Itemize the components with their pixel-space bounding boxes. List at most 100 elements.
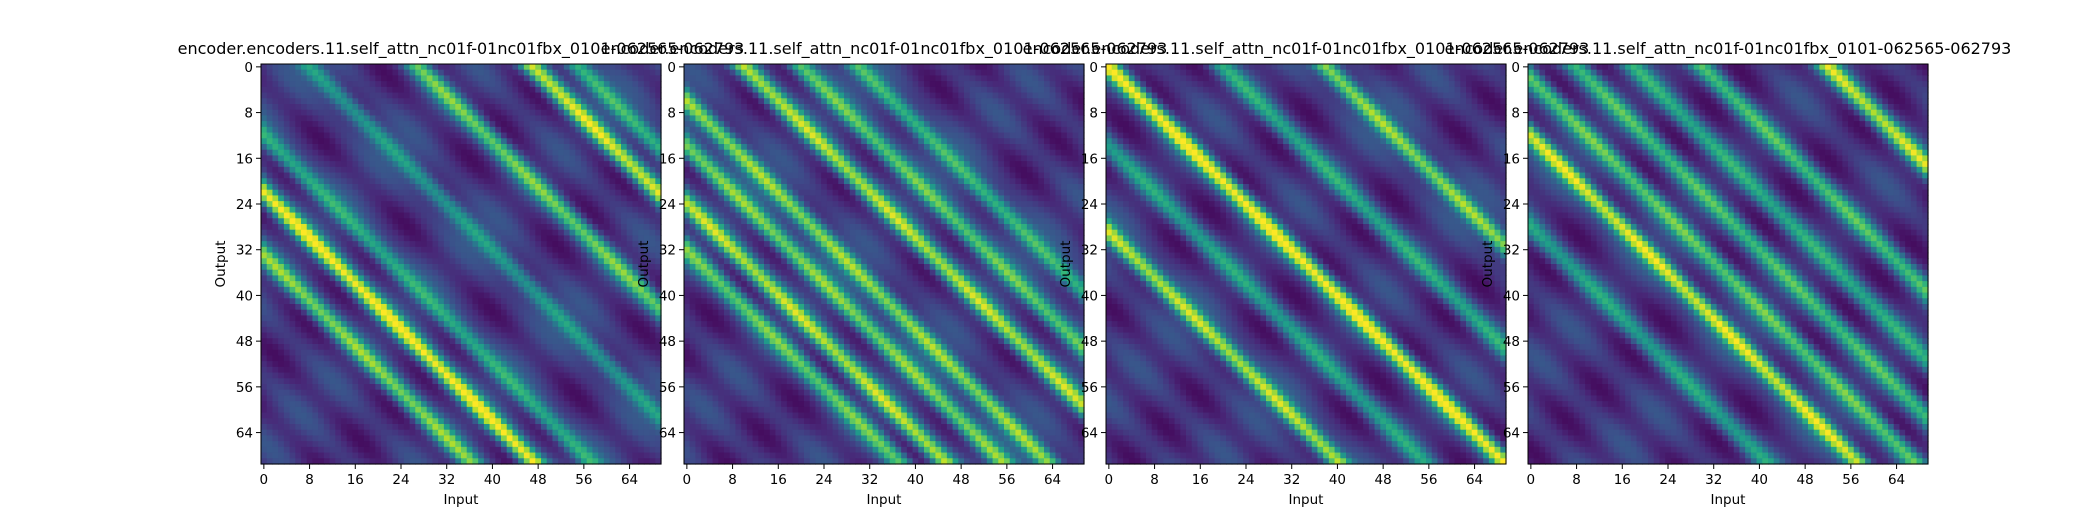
heatmap-cell [421, 378, 428, 385]
heatmap-cell [295, 206, 302, 214]
heatmap-cell [449, 395, 456, 402]
heatmap-cell [346, 458, 354, 465]
heatmap-cell [461, 286, 468, 294]
heatmap-cell [369, 75, 376, 82]
heatmap-cell [603, 212, 611, 219]
heatmap-cell [295, 86, 302, 94]
heatmap-cell [443, 172, 451, 179]
heatmap-cell [323, 189, 331, 197]
heatmap-cell [523, 441, 531, 448]
heatmap-cell [592, 98, 599, 105]
heatmap-cell [483, 458, 491, 465]
heatmap-cell [272, 304, 279, 311]
heatmap-cell [501, 144, 508, 151]
heatmap-cell [529, 412, 536, 419]
heatmap-cell [375, 338, 382, 345]
heatmap-cell [363, 458, 371, 465]
heatmap-cell [289, 264, 296, 271]
heatmap-cell [278, 224, 285, 231]
heatmap-cell [626, 104, 634, 111]
heatmap-cell [609, 86, 616, 94]
heatmap-cell [563, 235, 571, 242]
heatmap-cell [341, 338, 348, 345]
heatmap-cell [341, 269, 348, 277]
heatmap-cell [306, 115, 314, 122]
heatmap-cell [592, 109, 599, 117]
heatmap-cell [501, 361, 508, 368]
heatmap-cell [523, 252, 531, 259]
heatmap-cell [375, 401, 382, 408]
heatmap-cell [569, 406, 576, 414]
heatmap-cell [552, 406, 559, 414]
heatmap-cell [512, 206, 519, 214]
heatmap-cell [638, 395, 645, 402]
heatmap-cell [489, 126, 496, 134]
heatmap-cell [261, 138, 268, 145]
heatmap-cell [261, 69, 268, 77]
heatmap-cell [449, 92, 456, 99]
heatmap-cell [386, 264, 394, 271]
heatmap-cell [621, 389, 628, 397]
heatmap-cell [329, 81, 336, 88]
heatmap-cell [529, 138, 536, 145]
heatmap-cell [643, 166, 651, 174]
heatmap-cell [421, 144, 428, 151]
heatmap-cell [535, 252, 542, 259]
heatmap-cell [278, 144, 285, 151]
heatmap-cell [341, 304, 348, 311]
heatmap-cell [283, 424, 291, 431]
heatmap-cell [643, 258, 651, 265]
heatmap-cell [329, 229, 336, 237]
x-tick-label: 32 [438, 472, 455, 488]
heatmap-cell [261, 275, 268, 282]
heatmap-cell [632, 189, 639, 197]
heatmap-cell [449, 378, 456, 385]
heatmap-cell [289, 424, 296, 431]
heatmap-cell [541, 235, 548, 242]
heatmap-cell [346, 86, 354, 94]
heatmap-cell [358, 241, 365, 248]
heatmap-cell [643, 435, 651, 442]
heatmap-cell [392, 332, 399, 339]
heatmap-cell [352, 446, 359, 454]
heatmap-cell [289, 452, 296, 459]
heatmap-cell [381, 81, 388, 88]
heatmap-cell [523, 344, 531, 351]
heatmap-cell [586, 258, 594, 265]
heatmap-cell [632, 326, 639, 334]
heatmap-cell [363, 395, 371, 402]
heatmap-cell [483, 309, 491, 317]
heatmap-cell [449, 424, 456, 431]
heatmap-cell [541, 304, 548, 311]
heatmap-cell [535, 126, 542, 134]
heatmap-cell [341, 435, 348, 442]
heatmap-cell [575, 321, 582, 328]
heatmap-cell [289, 344, 296, 351]
heatmap-cell [432, 189, 439, 197]
heatmap-cell [592, 218, 599, 225]
heatmap-cell [426, 309, 434, 317]
heatmap-cell [301, 321, 308, 328]
heatmap-cell [569, 269, 576, 277]
heatmap-cell [541, 298, 548, 305]
heatmap-cell [409, 252, 416, 259]
heatmap-cell [329, 338, 336, 345]
heatmap-cell [615, 246, 622, 254]
heatmap-cell [529, 75, 536, 82]
heatmap-cell [266, 75, 274, 82]
heatmap-cell [506, 64, 514, 71]
heatmap-cell [541, 441, 548, 448]
heatmap-cell [615, 361, 622, 368]
heatmap-cell [598, 269, 605, 277]
heatmap-cell [529, 315, 536, 322]
heatmap-cell [592, 252, 599, 259]
heatmap-cell [506, 366, 514, 374]
heatmap-cell [335, 92, 342, 99]
heatmap-cell [369, 155, 376, 162]
heatmap-cell [261, 144, 268, 151]
heatmap-cell [409, 286, 416, 294]
heatmap-cell [432, 184, 439, 191]
heatmap-cell [438, 115, 445, 122]
heatmap-cell [586, 189, 594, 197]
heatmap-cell [541, 246, 548, 254]
